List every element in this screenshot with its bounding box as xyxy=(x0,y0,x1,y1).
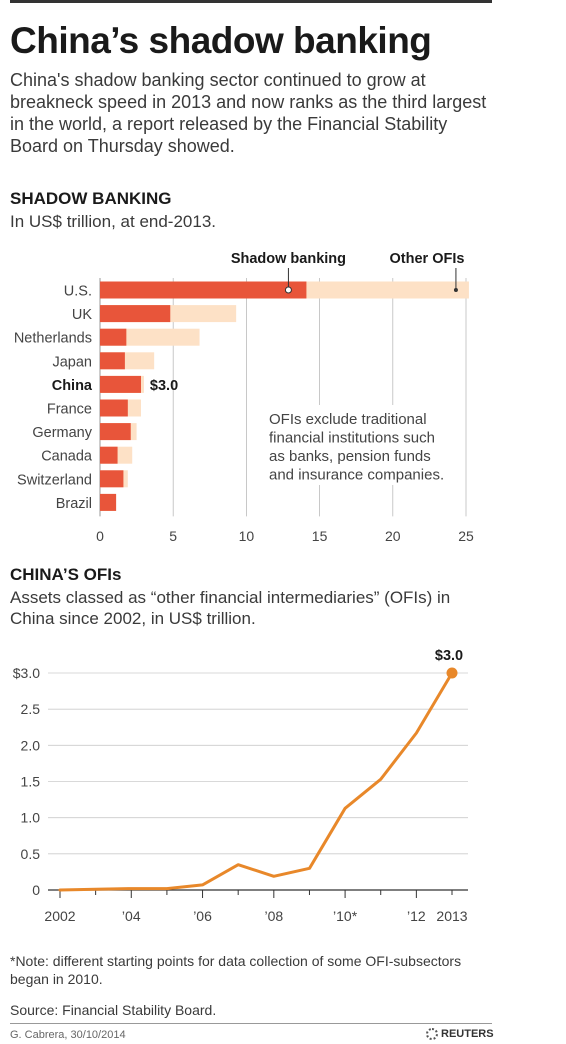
x-tick-label: 2013 xyxy=(436,908,467,924)
category-label: China xyxy=(52,378,93,394)
bar-shadow-banking xyxy=(100,423,131,441)
source-text: Source: Financial Stability Board. xyxy=(10,1002,217,1018)
shadow-banking-bar-chart: U.S. UK Netherlands Japan China $3.0 France Ger… xyxy=(14,251,474,544)
brand-name: REUTERS xyxy=(441,1028,494,1040)
y-tick-label: 2.5 xyxy=(21,701,41,717)
bar-shadow-banking xyxy=(100,446,118,464)
footnote: *Note: different starting points for dat… xyxy=(10,953,462,987)
reuters-dots-icon xyxy=(426,1028,438,1040)
section2-title: CHINA’S OFIs xyxy=(10,565,122,584)
category-label: Switzerland xyxy=(17,472,92,488)
x-tick-label: ’04 xyxy=(122,908,141,924)
bar-shadow-banking xyxy=(100,281,307,299)
top-rule xyxy=(10,0,492,3)
y-tick-label: 1.5 xyxy=(21,774,41,790)
category-label: Brazil xyxy=(56,496,92,512)
x-tick-label: ’06 xyxy=(193,908,212,924)
category-label: Germany xyxy=(32,425,92,441)
credit-text: G. Cabrera, 30/10/2014 xyxy=(10,1029,126,1041)
category-label: Canada xyxy=(41,449,93,465)
x-tick-label: 2002 xyxy=(44,908,75,924)
category-label: Netherlands xyxy=(14,331,92,347)
bottom-rule xyxy=(10,1023,492,1024)
x-tick-label: 10 xyxy=(239,528,255,544)
x-tick-label: 0 xyxy=(96,528,104,544)
end-label: $3.0 xyxy=(435,648,463,664)
bar-shadow-banking xyxy=(100,352,125,370)
y-tick-label: 1.0 xyxy=(21,810,41,826)
bar-shadow-banking xyxy=(100,470,124,488)
x-tick-label: 15 xyxy=(312,528,328,544)
legend-marker xyxy=(453,288,458,292)
legend-other-ofis: Other OFIs xyxy=(390,251,465,267)
y-tick-label: 2.0 xyxy=(21,737,41,753)
brand-logo: REUTERS xyxy=(426,1028,494,1040)
page-title: China’s shadow banking xyxy=(10,20,432,61)
y-tick-label: 0.5 xyxy=(21,846,41,862)
bar-shadow-banking xyxy=(100,399,128,417)
x-tick-label: 25 xyxy=(458,528,474,544)
category-label: Japan xyxy=(52,354,92,370)
category-label: U.S. xyxy=(64,284,92,300)
section1-subtitle: In US$ trillion, at end-2013. xyxy=(10,212,217,231)
x-tick-label: ’08 xyxy=(264,908,283,924)
category-label: UK xyxy=(72,307,92,323)
china-ofis-line-chart: 0 0.5 1.0 1.5 2.0 2.5 $3.0 $3.0 2002 ’04 ’06 ’08 ’10… xyxy=(13,648,468,924)
legend-marker xyxy=(284,286,292,294)
x-tick-label: 20 xyxy=(385,528,401,544)
data-label: $3.0 xyxy=(150,378,178,394)
section1-title: SHADOW BANKING xyxy=(10,189,172,208)
bar-shadow-banking xyxy=(100,328,127,346)
bar-shadow-banking xyxy=(100,493,117,511)
annotation-text: OFIs exclude traditional financial instit… xyxy=(269,411,444,484)
x-tick-label: ’12 xyxy=(407,908,426,924)
y-tick-label: $3.0 xyxy=(13,665,40,681)
category-label: France xyxy=(47,402,92,418)
x-tick-label: 5 xyxy=(169,528,177,544)
x-tick-label: ’10* xyxy=(333,908,358,924)
intro-text: China's shadow banking sector continued … xyxy=(10,70,487,156)
end-point xyxy=(446,667,458,679)
bar-shadow-banking xyxy=(100,305,171,323)
bar-shadow-banking xyxy=(100,375,141,393)
annotation-box xyxy=(262,405,458,485)
section2-subtitle: Assets classed as “other financial inter… xyxy=(10,588,451,628)
series-line xyxy=(58,671,454,892)
legend-shadow-banking: Shadow banking xyxy=(231,251,346,267)
y-tick-label: 0 xyxy=(32,882,40,898)
